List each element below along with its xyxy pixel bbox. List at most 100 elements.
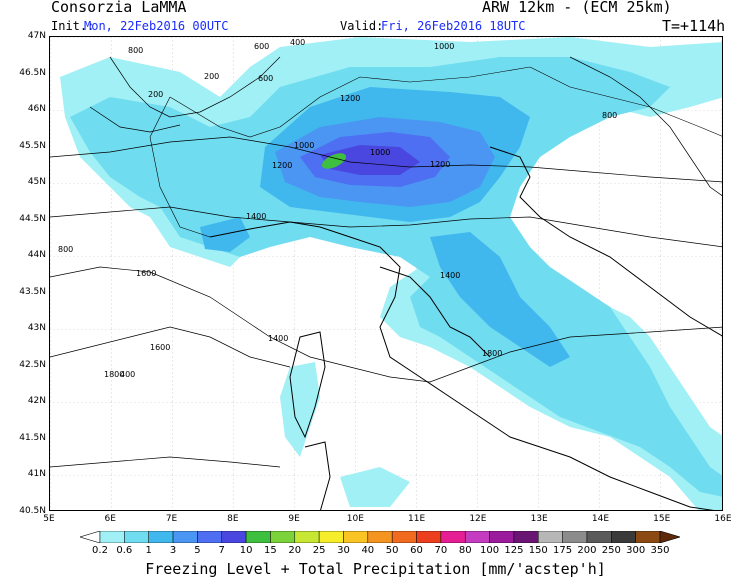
contour-label: 600 [258,74,273,83]
contour-label: 1200 [430,160,450,169]
colorbar-swatch [245,531,271,543]
latitude-tick-label: 42N [27,396,46,407]
contour-label: 1600 [136,269,156,278]
precip-peak [321,153,347,169]
colorbar-arrow-left [80,531,101,543]
colorbar-label: 5 [194,545,201,556]
init-label: Init.: [51,19,95,33]
longitude-tick-label: 15E [653,514,671,524]
valid-value: Fri, 26Feb2016 18UTC [381,19,526,33]
colorbar-swatch [343,531,369,543]
colorbar-swatch [124,531,149,543]
latitude-tick-label: 44.5N [19,213,46,224]
legend-title: Freezing Level + Total Precipitation [mm… [145,560,606,578]
latitude-tick-label: 43N [27,323,46,334]
colorbar-label: 60 [410,545,423,556]
contour-label: 200 [204,72,219,81]
contour-label: 400 [290,38,305,47]
precipitation-map: 800 600 400 200 1000 1200 1400 1600 1800… [50,37,722,510]
contour-label: 1000 [294,141,314,150]
latitude-tick-label: 40.5N [19,506,46,516]
colorbar-label: 80 [458,545,472,556]
colorbar-label: 300 [626,545,646,556]
colorbar-label: 10 [239,545,253,556]
colorbar-label: 350 [650,545,670,556]
colorbar-label: 7 [218,545,225,556]
valid-label: Valid: [340,19,384,33]
contour-label: 600 [254,42,269,51]
colorbar-swatch [416,531,442,543]
freezing-level-contours [50,56,722,468]
longitude-tick-label: 7E [165,514,178,524]
contour-labels: 800 600 400 200 1000 1200 1400 1600 1800… [58,38,617,379]
map-area: 800 600 400 200 1000 1200 1400 1600 1800… [49,36,723,511]
model-title: ARW 12km - (ECM 25km) [482,0,672,16]
colorbar-swatch [99,531,125,543]
colorbar-swatch [489,531,515,543]
init-value: Mon, 22Feb2016 00UTC [84,19,229,33]
colorbar-swatch [221,531,247,543]
colorbar-label: 150 [528,545,548,556]
contour-label: 1800 [482,349,502,358]
contour-label: 1400 [268,334,288,343]
colorbar-swatch [562,531,588,543]
longitude-tick-label: 10E [346,514,364,524]
latitude-tick-label: 41.5N [19,432,46,443]
precipitation-colorbar [80,531,680,543]
colorbar-swatch [294,531,320,543]
colorbar-swatch [172,531,198,543]
colorbar-label: 0.2 [92,545,108,556]
colorbar-label: 100 [480,545,500,556]
longitude-tick-label: 12E [469,514,487,524]
longitude-tick-label: 5E [43,514,55,524]
contour-label: 1800 [104,370,124,379]
latitude-tick-label: 45.5N [19,140,46,151]
colorbar-label: 200 [577,545,597,556]
colorbar-swatch [586,531,612,543]
colorbar-label: 15 [264,545,277,556]
contour-label: 400 [120,370,135,379]
colorbar-label: 20 [288,545,302,556]
colorbar-swatch [513,531,539,543]
latitude-tick-label: 46.5N [19,67,46,78]
latitude-tick-label: 46N [27,104,46,115]
colorbar-label: 25 [312,545,326,556]
contour-label: 200 [148,90,163,99]
longitude-tick-label: 14E [591,514,610,524]
colorbar-swatch [464,531,490,543]
contour-label: 800 [128,46,143,55]
colorbar-swatch [391,531,417,543]
contour-label: 1600 [150,343,170,352]
contour-label: 800 [58,245,73,254]
colorbar-label: 3 [169,545,177,556]
colorbar-label: 1 [145,545,152,556]
latitude-tick-label: 43.5N [19,286,46,297]
colorbar-swatch [635,531,661,543]
contour-label: 1200 [340,94,360,103]
latitude-tick-label: 44N [27,250,46,261]
contour-label: 1400 [440,271,460,280]
colorbar-swatch [318,531,344,543]
longitude-tick-label: 11E [408,514,426,524]
contour-label: 1000 [370,148,390,157]
precip-extreme [320,145,420,175]
colorbar-arrow-right [659,531,680,543]
longitude-tick-label: 13E [530,514,548,524]
longitude-tick-label: 6E [104,514,116,524]
colorbar-label: 50 [385,545,399,556]
colorbar-swatch [367,531,393,543]
latitude-tick-label: 41N [27,469,46,480]
colorbar-swatch [440,531,466,543]
colorbar-swatch [197,531,222,543]
contour-label: 1200 [272,161,292,170]
colorbar-label: 175 [553,545,573,556]
colorbar-swatch [611,531,636,543]
colorbar-label: 70 [434,545,448,556]
contour-label: 1000 [434,42,454,51]
latitude-tick-label: 45N [27,177,46,188]
colorbar-label: 40 [361,545,375,556]
colorbar-label: 0.6 [116,545,133,556]
colorbar-swatch [270,531,296,543]
colorbar-swatch [538,531,563,543]
longitude-tick-label: 16E [714,514,732,524]
